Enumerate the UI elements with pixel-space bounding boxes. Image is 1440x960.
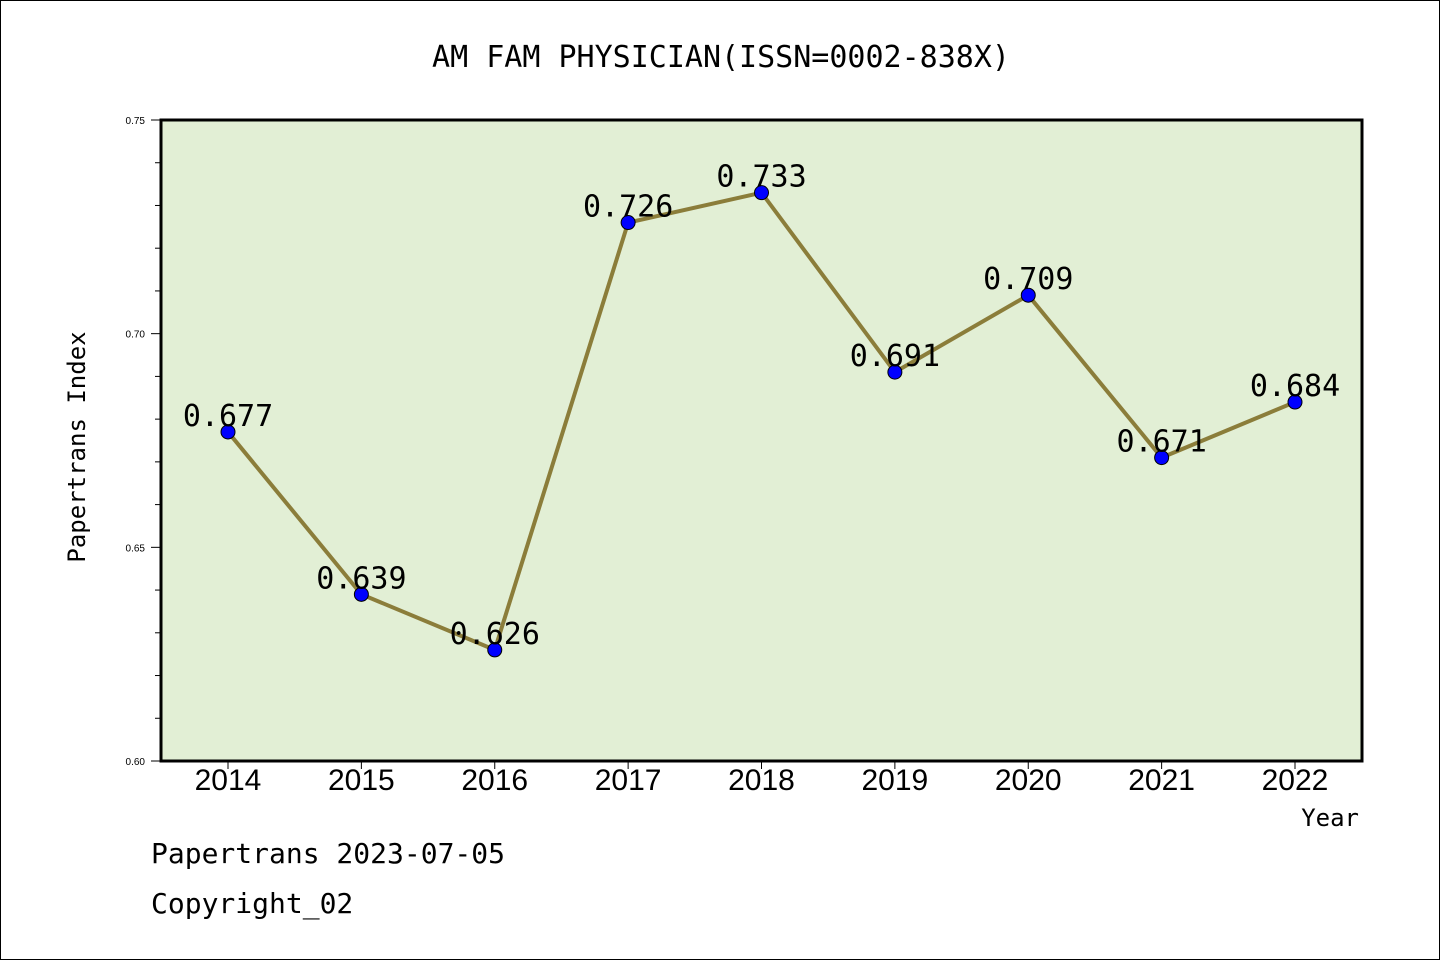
x-tick-label: 2022 xyxy=(1262,764,1329,797)
y-tick-label: 0.70 xyxy=(126,330,146,341)
data-label: 0.639 xyxy=(316,561,406,596)
data-point xyxy=(620,215,636,231)
data-label: 0.626 xyxy=(450,617,540,652)
chart-title: AM FAM PHYSICIAN(ISSN=0002-838X) xyxy=(432,40,1010,75)
footer-copyright: Copyright_02 xyxy=(151,887,353,921)
x-tick-label: 2019 xyxy=(862,764,929,797)
y-tick-label: 0.75 xyxy=(126,116,146,127)
x-tick-label: 2021 xyxy=(1128,764,1195,797)
data-label: 0.733 xyxy=(716,160,806,195)
data-point xyxy=(754,185,769,201)
data-point xyxy=(353,586,369,602)
y-axis: 0.60 0.65 0.70 0.75 xyxy=(126,116,161,768)
data-label: 0.671 xyxy=(1116,425,1206,460)
x-tick-label: 2014 xyxy=(195,764,262,797)
y-tick-label: 0.60 xyxy=(126,757,146,768)
series-group: 0.677 0.639 0.626 0.726 0.733 0.691 0.709 0.671… xyxy=(183,160,1340,658)
data-point xyxy=(220,424,236,440)
x-axis: 2014 2015 2016 2017 2018 2019 2020 2021 2022 xyxy=(195,761,1329,797)
footer-date: Papertrans 2023-07-05 xyxy=(151,837,505,870)
x-tick-label: 2017 xyxy=(595,764,662,797)
x-tick-label: 2016 xyxy=(461,764,528,797)
data-label: 0.726 xyxy=(583,190,673,225)
data-label: 0.684 xyxy=(1250,369,1340,404)
x-tick-label: 2015 xyxy=(328,764,395,797)
data-point xyxy=(487,642,503,658)
data-label: 0.677 xyxy=(183,399,273,434)
data-point xyxy=(1020,287,1036,303)
data-point xyxy=(1154,450,1170,466)
y-axis-label: Papertrans Index xyxy=(63,331,91,562)
data-point xyxy=(1287,394,1303,410)
x-axis-label: Year xyxy=(1301,804,1359,832)
x-tick-label: 2020 xyxy=(995,764,1062,797)
y-tick-label: 0.65 xyxy=(126,543,146,554)
data-point xyxy=(887,364,903,380)
data-label: 0.691 xyxy=(850,339,940,374)
plot-area xyxy=(159,118,1364,763)
data-label: 0.709 xyxy=(983,262,1073,297)
x-tick-label: 2018 xyxy=(728,764,795,797)
